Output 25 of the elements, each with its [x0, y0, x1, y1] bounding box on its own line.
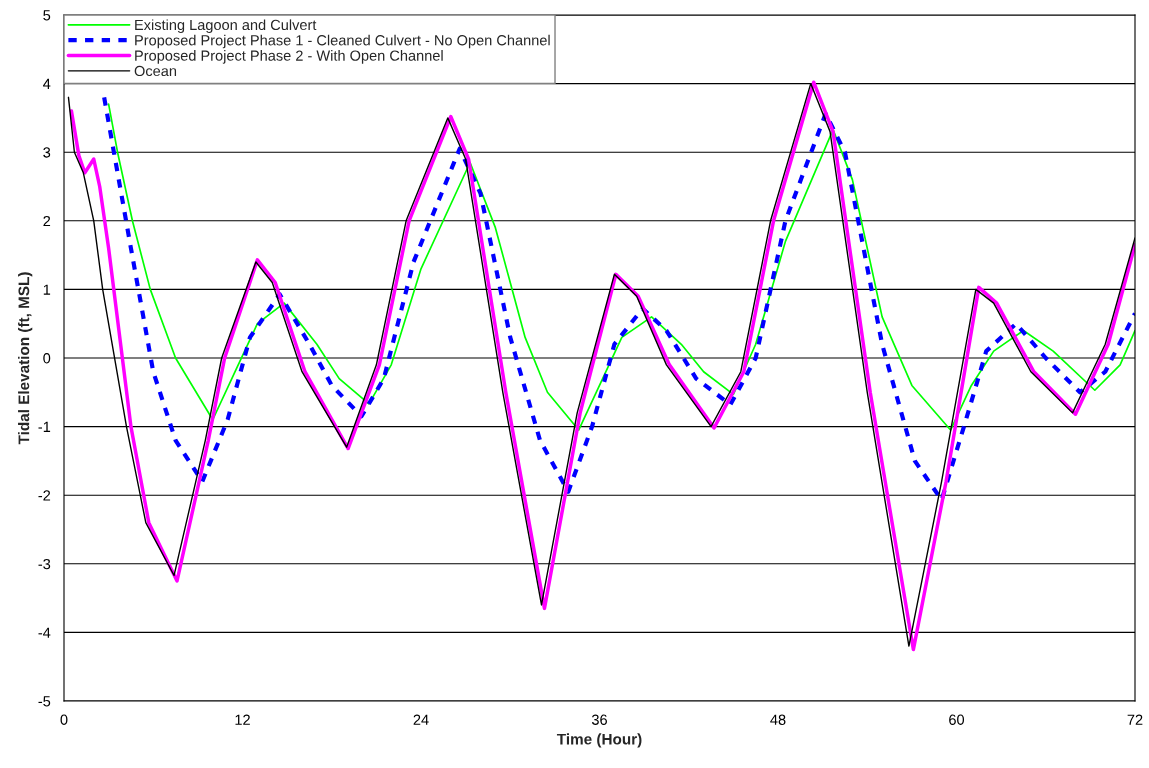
legend-label: Existing Lagoon and Culvert — [135, 19, 317, 33]
y-tick-label: 0 — [43, 353, 51, 364]
y-tick-label: 5 — [43, 10, 51, 21]
legend-label: Proposed Project Phase 1 - Cleaned Culvert - No Open Channel — [135, 34, 550, 49]
y-tick-label: -5 — [38, 696, 51, 707]
y-tick-label: 1 — [43, 284, 51, 295]
y-tick-label: -3 — [38, 558, 51, 570]
x-tick-label: 24 — [413, 714, 429, 725]
legend-label: Ocean — [134, 65, 177, 77]
x-tick-label: 0 — [60, 714, 68, 725]
y-tick-label: 3 — [43, 147, 51, 158]
x-axis-title: Time (Hour) — [556, 733, 642, 748]
y-tick-label: -4 — [38, 627, 51, 638]
y-tick-label: -2 — [38, 490, 51, 501]
x-tick-label: 48 — [770, 714, 786, 725]
line-series — [107, 103, 1135, 431]
legend-label: Proposed Project Phase 2 - With Open Channel — [135, 50, 443, 64]
y-tick-label: 2 — [43, 215, 51, 227]
x-tick-label: 72 — [1127, 714, 1143, 725]
y-axis-title: Tidal Elevation (ft, MSL) — [18, 272, 33, 445]
x-tick-label: 12 — [235, 714, 250, 725]
x-tick-label: 60 — [949, 714, 965, 725]
x-tick-label: 36 — [591, 714, 607, 725]
y-tick-label: -1 — [38, 421, 51, 432]
y-tick-label: 4 — [43, 78, 51, 89]
